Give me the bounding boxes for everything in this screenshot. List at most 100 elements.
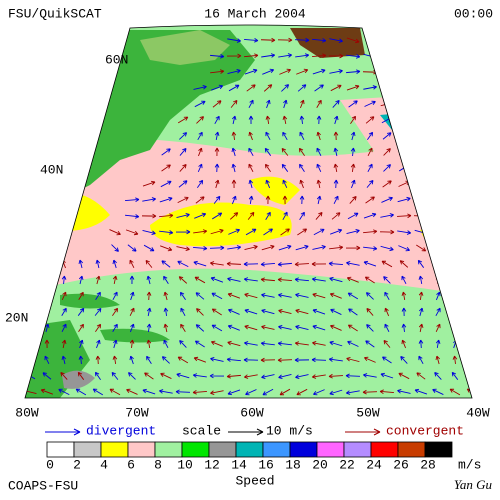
- wind-arrow: [112, 275, 118, 285]
- colorbar-tick-label: 2: [73, 457, 81, 472]
- wind-arrow: [209, 261, 224, 266]
- wind-arrow: [282, 131, 288, 141]
- wind-arrow: [192, 389, 207, 395]
- wind-arrow: [348, 100, 358, 108]
- wind-arrow: [127, 244, 137, 252]
- header-left: FSU/QuikSCAT: [8, 6, 102, 21]
- wind-arrow: [231, 147, 236, 157]
- wind-arrow: [227, 38, 241, 43]
- wind-arrow: [464, 197, 472, 203]
- wind-arrow: [381, 196, 393, 203]
- wind-arrow: [112, 355, 118, 365]
- wind-arrow: [262, 68, 275, 75]
- wind-arrow: [245, 228, 257, 236]
- wind-arrow: [159, 230, 174, 235]
- wind-arrow: [350, 115, 357, 124]
- wind-arrow: [78, 291, 84, 301]
- wind-arrow: [333, 163, 339, 173]
- wind-arrow: [431, 132, 445, 139]
- wind-arrow: [296, 68, 309, 75]
- wind-arrow: [435, 339, 441, 349]
- wind-arrow: [348, 308, 358, 316]
- wind-arrow: [75, 388, 87, 396]
- wind-arrow: [177, 196, 189, 204]
- wind-arrow: [467, 68, 472, 76]
- wind-arrow: [144, 372, 154, 380]
- wind-arrow: [333, 147, 339, 157]
- colorbar-box: [100, 441, 129, 458]
- wind-arrow: [316, 131, 321, 141]
- colorbar-tick-label: 0: [46, 457, 54, 472]
- wind-arrow: [448, 214, 462, 219]
- wind-arrow: [398, 372, 410, 380]
- colorbar-box: [343, 441, 372, 458]
- wind-arrow: [452, 51, 458, 61]
- wind-arrow: [231, 163, 237, 173]
- wind-arrow: [209, 245, 225, 251]
- colorbar-tick-label: 24: [366, 457, 382, 472]
- wind-arrow: [330, 324, 342, 331]
- wind-arrow: [419, 35, 424, 45]
- wind-arrow: [398, 132, 410, 140]
- wind-arrow: [78, 275, 84, 285]
- wind-arrow: [245, 389, 257, 396]
- wind-arrow: [244, 68, 258, 75]
- wind-arrow: [125, 197, 140, 203]
- wind-arrow: [331, 212, 341, 220]
- colorbar-unit: m/s: [458, 457, 481, 472]
- wind-arrow: [362, 389, 377, 395]
- wind-arrow: [261, 244, 275, 251]
- wind-arrow: [159, 389, 173, 394]
- wind-arrow: [161, 260, 171, 268]
- wind-arrow: [146, 275, 152, 285]
- lon-label: 50W: [356, 405, 380, 420]
- wind-arrow: [163, 339, 169, 349]
- wind-arrow: [363, 212, 377, 219]
- wind-arrow: [312, 292, 326, 299]
- wind-arrow: [465, 117, 472, 123]
- wind-arrow: [196, 179, 204, 188]
- scale-label: scale: [182, 423, 221, 438]
- wind-arrow: [244, 292, 258, 299]
- wind-arrow: [210, 276, 224, 283]
- wind-arrow: [465, 85, 472, 92]
- wind-arrow: [416, 372, 426, 380]
- land: [140, 30, 230, 65]
- wind-arrow: [435, 259, 441, 269]
- wind-arrow: [397, 213, 412, 219]
- wind-arrow: [226, 374, 241, 379]
- wind-arrow: [345, 245, 361, 251]
- wind-arrow: [332, 100, 340, 108]
- wind-arrow: [227, 324, 240, 331]
- wind-arrow: [244, 374, 258, 379]
- wind-arrow: [209, 373, 225, 379]
- wind-arrow: [94, 307, 102, 316]
- wind-arrow: [146, 339, 152, 349]
- wind-arrow: [211, 308, 222, 316]
- wind-arrow: [415, 69, 427, 76]
- wind-arrow: [415, 148, 427, 155]
- wind-arrow: [278, 373, 292, 380]
- wind-arrow: [469, 35, 472, 45]
- wind-arrow: [261, 308, 275, 315]
- lat-label: 40N: [40, 162, 63, 177]
- wind-arrow: [329, 340, 343, 347]
- convergent-label: convergent: [386, 423, 464, 438]
- wind-arrow: [381, 53, 393, 60]
- wind-arrow: [452, 291, 458, 301]
- wind-arrow: [311, 374, 326, 379]
- wind-arrow: [180, 323, 186, 333]
- wind-arrow: [366, 308, 374, 316]
- wind-arrow: [226, 53, 242, 59]
- wind-arrow: [379, 389, 394, 394]
- wind-arrow: [448, 102, 463, 107]
- colorbar: 0 2 4 6 8 10 12 14 16 18 20 22 24 26 28: [46, 441, 453, 472]
- wind-arrow: [196, 116, 204, 124]
- wind-arrow: [449, 229, 461, 236]
- wind-arrow: [380, 213, 394, 218]
- wind-arrow: [433, 68, 444, 76]
- wind-arrow: [179, 147, 187, 156]
- wind-arrow: [211, 324, 223, 332]
- wind-arrow: [145, 259, 153, 268]
- wind-arrow: [163, 323, 169, 333]
